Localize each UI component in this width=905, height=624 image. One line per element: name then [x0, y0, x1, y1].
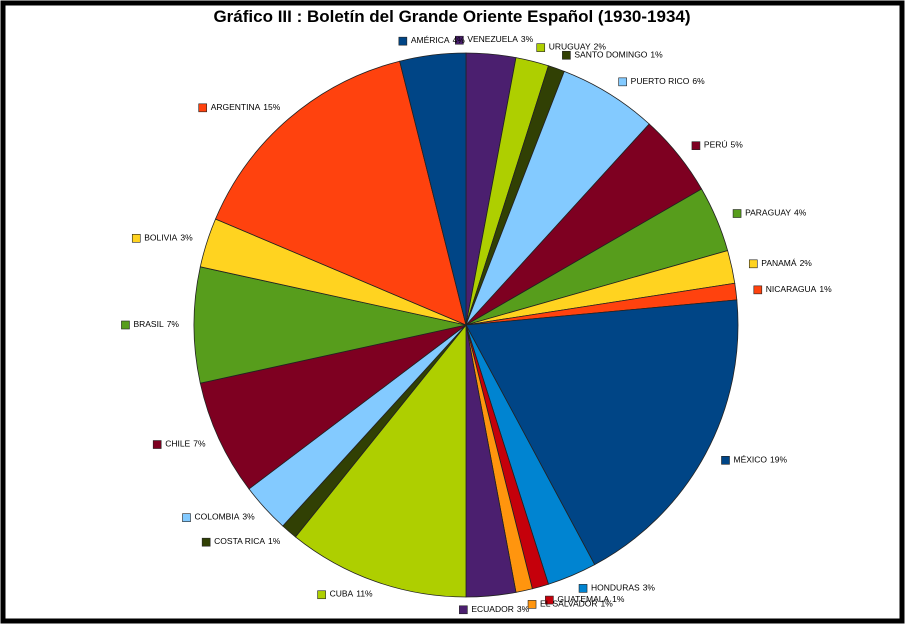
legend-swatch — [121, 320, 130, 330]
legend-swatch — [536, 43, 546, 52]
value-label: 4% — [453, 35, 466, 45]
slice-label: HONDURAS 3% — [591, 583, 655, 593]
pie-slice — [399, 52, 467, 326]
value-label: 1% — [650, 50, 663, 60]
slice-label: GUATEMALA 1% — [557, 594, 625, 604]
value-label: 15% — [263, 102, 280, 112]
legend-swatch — [545, 595, 554, 605]
slice-label: AMÉRICA 4% — [411, 35, 465, 45]
category-name: PANAMÁ — [761, 258, 797, 268]
category-name: SANTO DOMINGO — [574, 50, 647, 60]
slice-label: COSTA RICA 1% — [214, 536, 281, 546]
slice-label: URUGUAY 2% — [549, 42, 607, 52]
slice-label: PERÚ 5% — [704, 140, 743, 150]
category-name: PARAGUAY — [745, 208, 791, 218]
slice-label: CUBA 11% — [330, 589, 373, 599]
category-name: ECUADOR — [471, 604, 514, 614]
category-name: HONDURAS — [591, 583, 640, 593]
category-name: GUATEMALA — [557, 594, 609, 604]
slice-label: SANTO DOMINGO 1% — [574, 50, 663, 60]
legend-swatch — [201, 537, 211, 547]
legend-swatch — [578, 584, 588, 593]
legend-swatch — [182, 513, 191, 522]
slice-label: COLOMBIA 3% — [195, 512, 256, 522]
value-label: 3% — [643, 583, 656, 593]
pie-slice — [193, 266, 467, 384]
value-label: 5% — [731, 140, 744, 150]
pie-slice — [214, 60, 467, 326]
value-label: 1% — [268, 536, 281, 546]
slice-label: MÉXICO 19% — [733, 455, 787, 465]
legend-swatch — [459, 605, 468, 615]
category-name: BOLIVIA — [144, 233, 177, 243]
value-label: 3% — [517, 604, 530, 614]
value-label: 7% — [167, 319, 180, 329]
category-name: NICARAGUA — [766, 284, 817, 294]
category-name: VENEZUELA — [467, 34, 518, 44]
value-label: 7% — [193, 439, 206, 449]
legend-swatch — [455, 35, 464, 45]
legend-swatch — [398, 36, 408, 46]
slice-label: PARAGUAY 4% — [745, 208, 807, 218]
pie-slice — [465, 299, 739, 566]
value-label: 11% — [356, 589, 373, 599]
slice-label: NICARAGUA 1% — [766, 284, 832, 294]
legend-swatch — [732, 209, 742, 218]
slice-label: BRASIL 7% — [133, 319, 179, 329]
value-label: 2% — [594, 42, 607, 52]
legend-swatch — [618, 77, 627, 87]
value-label: 1% — [819, 284, 832, 294]
slice-label: VENEZUELA 3% — [467, 34, 533, 44]
category-name: MÉXICO — [733, 455, 767, 465]
slice-label: BOLIVIA 3% — [144, 233, 193, 243]
legend-swatch — [527, 600, 537, 609]
slice-label: EL SALVADOR 1% — [540, 599, 613, 609]
category-name: ARGENTINA — [211, 102, 261, 112]
value-label: 1% — [612, 594, 625, 604]
category-name: EL SALVADOR — [540, 599, 597, 609]
pie-slice — [199, 324, 467, 490]
category-name: PUERTO RICO — [631, 76, 690, 86]
value-label: 2% — [800, 258, 813, 268]
category-name: URUGUAY — [549, 42, 591, 52]
slice-label: PANAMÁ 2% — [761, 258, 812, 268]
pie-slice — [294, 323, 467, 598]
slice-label: PUERTO RICO 6% — [631, 76, 705, 86]
slice-label: CHILE 7% — [165, 439, 206, 449]
category-name: COLOMBIA — [195, 512, 240, 522]
legend-swatch — [721, 456, 730, 465]
category-name: BRASIL — [133, 319, 164, 329]
category-name: CUBA — [330, 589, 354, 599]
legend-swatch — [753, 285, 763, 295]
slice-label: ARGENTINA 15% — [211, 102, 281, 112]
value-label: 3% — [180, 233, 193, 243]
legend-swatch — [198, 103, 208, 113]
legend-swatch — [317, 590, 326, 600]
legend-swatch — [691, 141, 701, 150]
slice-label: ECUADOR 3% — [471, 604, 529, 614]
legend-swatch — [748, 259, 758, 269]
legend-swatch — [562, 50, 571, 60]
value-label: 1% — [601, 599, 614, 609]
value-label: 3% — [242, 512, 255, 522]
chart-title: Gráfico III : Boletín del Grande Oriente… — [213, 7, 690, 26]
value-label: 6% — [692, 76, 705, 86]
legend-swatch — [152, 440, 162, 449]
value-label: 4% — [794, 208, 807, 218]
category-name: CHILE — [165, 439, 190, 449]
category-name: COSTA RICA — [214, 536, 265, 546]
value-label: 3% — [521, 34, 534, 44]
category-name: PERÚ — [704, 140, 728, 150]
value-label: 19% — [770, 455, 787, 465]
legend-swatch — [131, 233, 141, 243]
category-name: AMÉRICA — [411, 35, 450, 45]
